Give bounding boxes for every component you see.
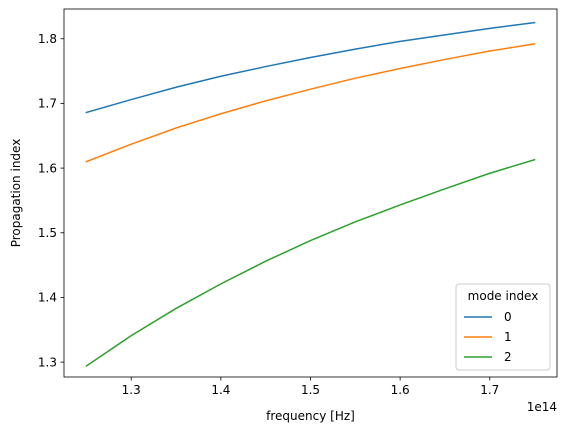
x-tick-label: 1.7 [480, 383, 499, 397]
legend-box [455, 283, 551, 371]
legend-label: 1 [504, 330, 512, 344]
series-line-2 [85, 158, 536, 368]
x-axis-label: frequency [Hz] [266, 409, 355, 423]
series-line-1 [85, 43, 536, 163]
y-tick-label: 1.7 [38, 97, 57, 111]
x-axis: 1.3 1.4 1.5 1.6 1.7 [122, 377, 499, 397]
legend: mode index 0 1 2 [455, 283, 551, 371]
y-axis-label: Propagation index [9, 139, 23, 248]
x-tick-label: 1.5 [301, 383, 320, 397]
series-line-0 [85, 21, 536, 114]
x-tick-label: 1.6 [391, 383, 410, 397]
y-tick-label: 1.4 [38, 291, 57, 305]
x-tick-label: 1.4 [211, 383, 230, 397]
y-tick-label: 1.3 [38, 355, 57, 369]
series-layer [85, 21, 536, 368]
y-tick-label: 1.5 [38, 226, 57, 240]
x-offset-label: 1e14 [527, 400, 557, 414]
y-tick-label: 1.6 [38, 161, 57, 175]
legend-label: 2 [504, 350, 512, 364]
legend-entries: 0 1 2 [464, 310, 512, 364]
y-axis: 1.3 1.4 1.5 1.6 1.7 1.8 [38, 32, 64, 369]
y-tick-label: 1.8 [38, 32, 57, 46]
legend-label: 0 [504, 310, 512, 324]
legend-title: mode index [468, 289, 539, 303]
x-tick-label: 1.3 [122, 383, 141, 397]
